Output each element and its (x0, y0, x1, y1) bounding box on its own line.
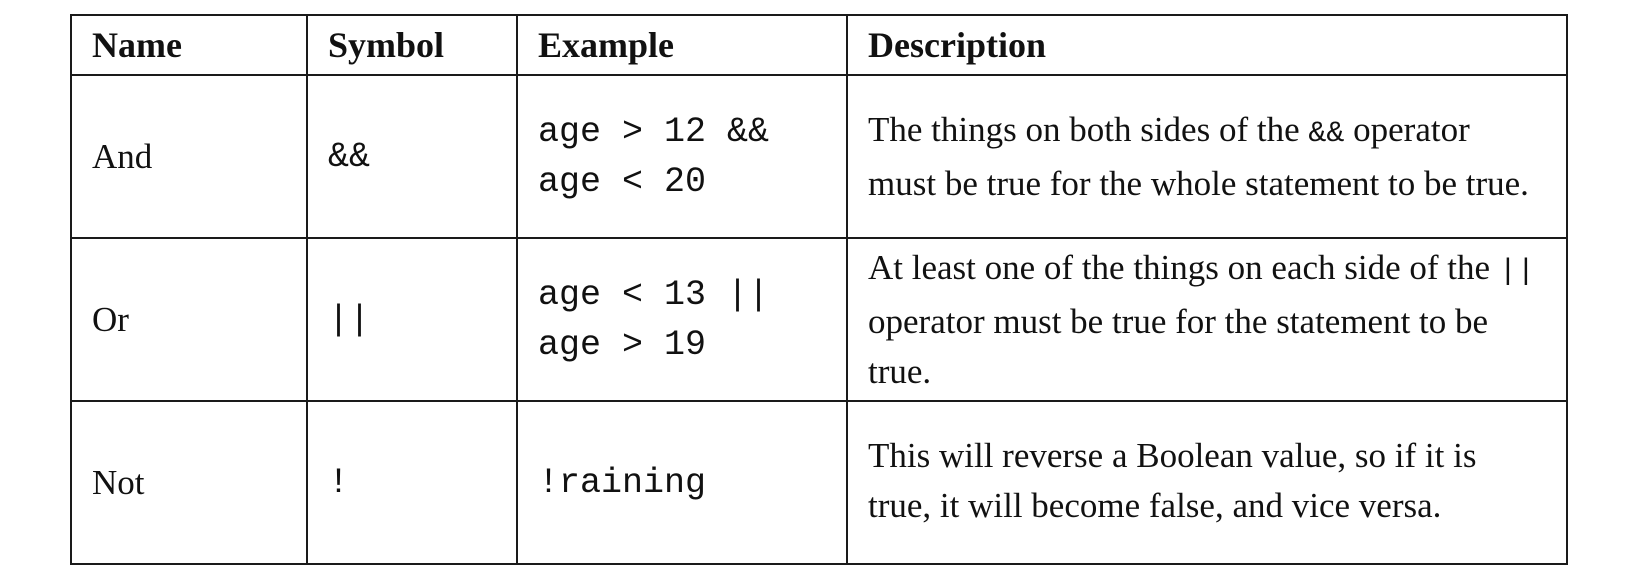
example-line: !raining (538, 462, 707, 503)
cell-description: The things on both sides of the && opera… (846, 74, 1568, 239)
description-text: This will reverse a Boolean value, so if… (868, 435, 1477, 525)
header-example: Example (516, 14, 848, 76)
description-text: The things on both sides of the (868, 109, 1309, 149)
logical-operators-table: Name Symbol Example Description And && a… (70, 14, 1568, 565)
description-text: At least one of the things on each side … (868, 247, 1499, 287)
header-symbol: Symbol (306, 14, 518, 76)
cell-example: age > 12 && age < 20 (516, 74, 848, 239)
description-text: operator must be true for the statement … (868, 301, 1489, 391)
cell-description: This will reverse a Boolean value, so if… (846, 400, 1568, 565)
cell-symbol: ! (306, 400, 518, 565)
table-header-row: Name Symbol Example Description (70, 14, 1568, 76)
cell-name: And (70, 74, 308, 239)
cell-symbol: && (306, 74, 518, 239)
example-line: age > 19 (538, 324, 707, 365)
cell-name: Or (70, 237, 308, 402)
cell-symbol: || (306, 237, 518, 402)
header-name: Name (70, 14, 308, 76)
example-line: age < 20 (538, 161, 707, 202)
table-row: Or || age < 13 || age > 19 At least one … (70, 237, 1568, 402)
header-description: Description (846, 14, 1568, 76)
example-line: age > 12 && (538, 111, 770, 152)
cell-example: !raining (516, 400, 848, 565)
cell-name: Not (70, 400, 308, 565)
description-code: && (1308, 116, 1345, 151)
cell-example: age < 13 || age > 19 (516, 237, 848, 402)
description-text: operator must be true for the whole stat… (868, 109, 1529, 203)
description-code: || (1498, 254, 1535, 289)
cell-description: At least one of the things on each side … (846, 237, 1568, 402)
table-row: And && age > 12 && age < 20 The things o… (70, 74, 1568, 239)
table-row: Not ! !raining This will reverse a Boole… (70, 400, 1568, 565)
example-line: age < 13 || (538, 274, 770, 315)
